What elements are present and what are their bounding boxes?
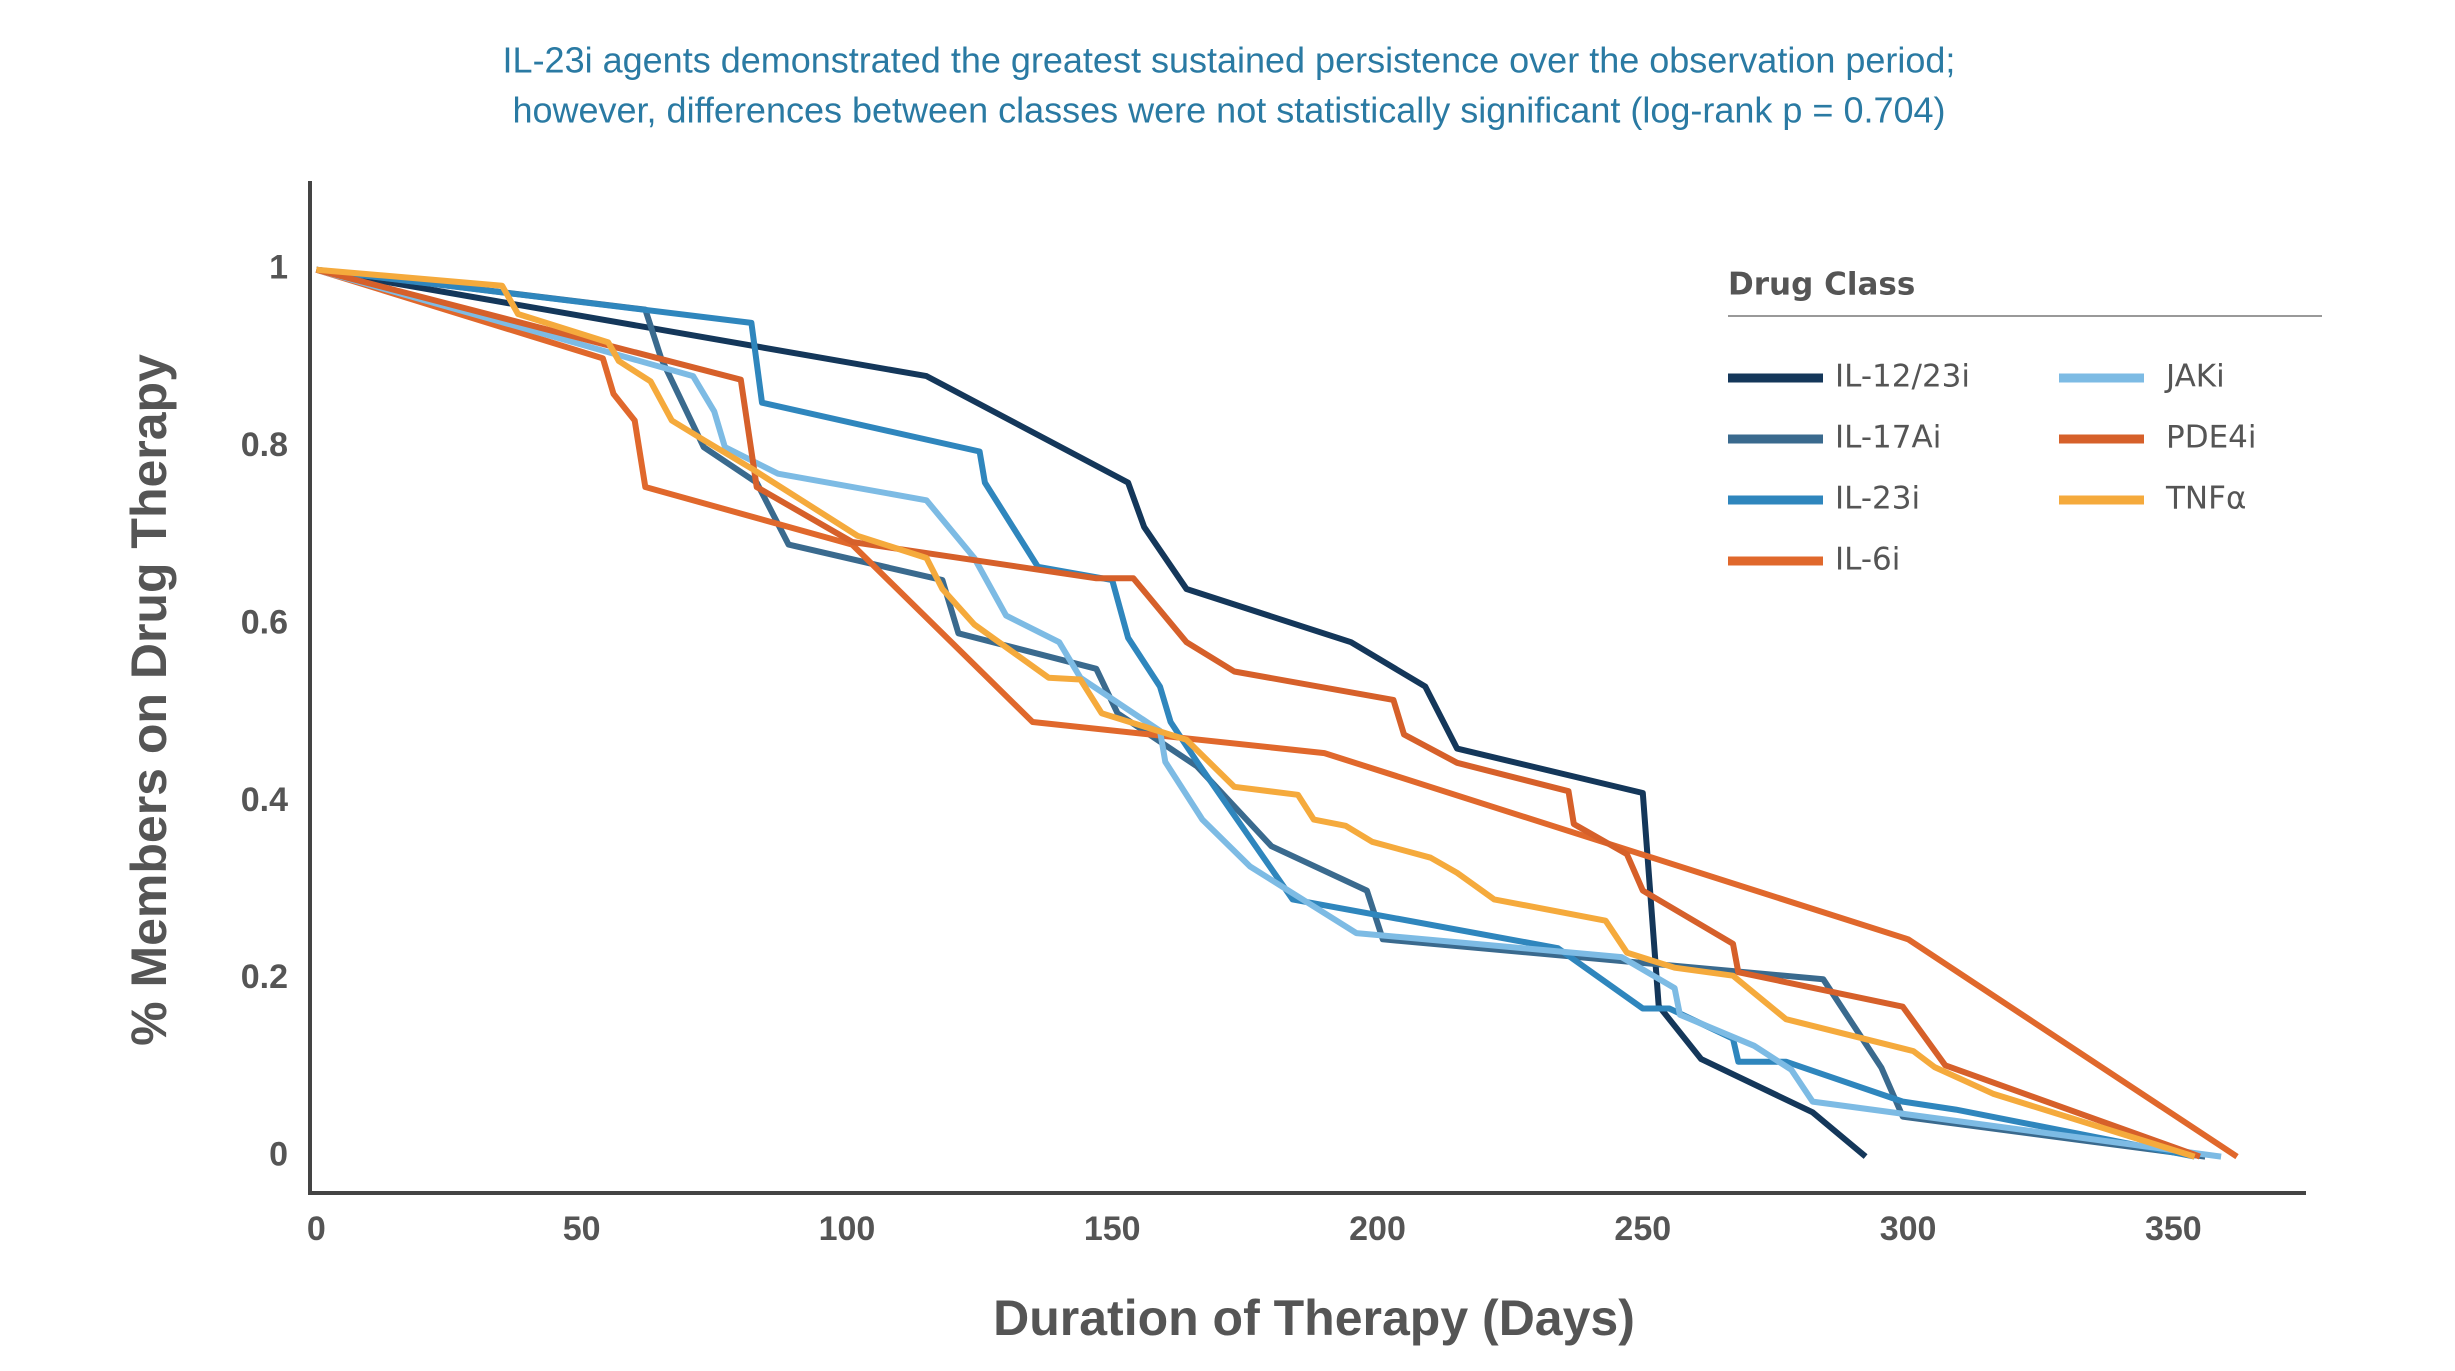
y-tick-label: 0.4 <box>241 781 288 819</box>
series-line <box>316 266 2196 1160</box>
series-line <box>315 266 2222 1160</box>
y-tick-label: 0.2 <box>241 958 288 996</box>
legend-label: JAKi <box>2164 359 2225 395</box>
legend-label: IL-6i <box>1835 542 1900 578</box>
legend-label: IL-17Ai <box>1835 420 1941 456</box>
y-tick-label: 1 <box>269 249 288 287</box>
series-line <box>315 266 2239 1160</box>
y-tick-label: 0.6 <box>241 603 288 641</box>
y-tick-label: 0.8 <box>241 426 288 464</box>
x-tick-label: 0 <box>307 1210 326 1248</box>
legend-label: TNFα <box>2165 481 2246 517</box>
series-line <box>315 266 1868 1159</box>
series-line <box>316 266 2206 1160</box>
legend-label: IL-12/23i <box>1835 359 1970 395</box>
chart-title: however, differences between classes wer… <box>512 90 1945 131</box>
series-line <box>316 266 2196 1160</box>
x-tick-label: 300 <box>1880 1210 1937 1248</box>
y-axis-label: % Members on Drug Therapy <box>121 354 177 1046</box>
x-tick-label: 200 <box>1349 1210 1406 1248</box>
x-axis-label: Duration of Therapy (Days) <box>993 1290 1635 1346</box>
legend-label: IL-23i <box>1835 481 1920 517</box>
y-tick-label: 0 <box>269 1136 288 1174</box>
x-tick-label: 100 <box>819 1210 876 1248</box>
x-tick-label: 150 <box>1084 1210 1141 1248</box>
chart-title: IL-23i agents demonstrated the greatest … <box>503 40 1956 81</box>
x-tick-label: 50 <box>563 1210 601 1248</box>
x-tick-label: 350 <box>2145 1210 2202 1248</box>
series-line <box>315 266 2201 1160</box>
x-tick-label: 250 <box>1614 1210 1671 1248</box>
legend-label: PDE4i <box>2166 420 2257 456</box>
legend-title: Drug Class <box>1728 267 1915 303</box>
